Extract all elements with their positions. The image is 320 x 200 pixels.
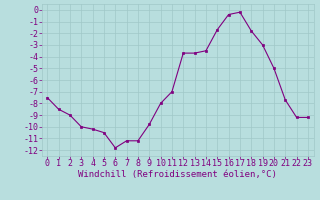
X-axis label: Windchill (Refroidissement éolien,°C): Windchill (Refroidissement éolien,°C) — [78, 170, 277, 179]
